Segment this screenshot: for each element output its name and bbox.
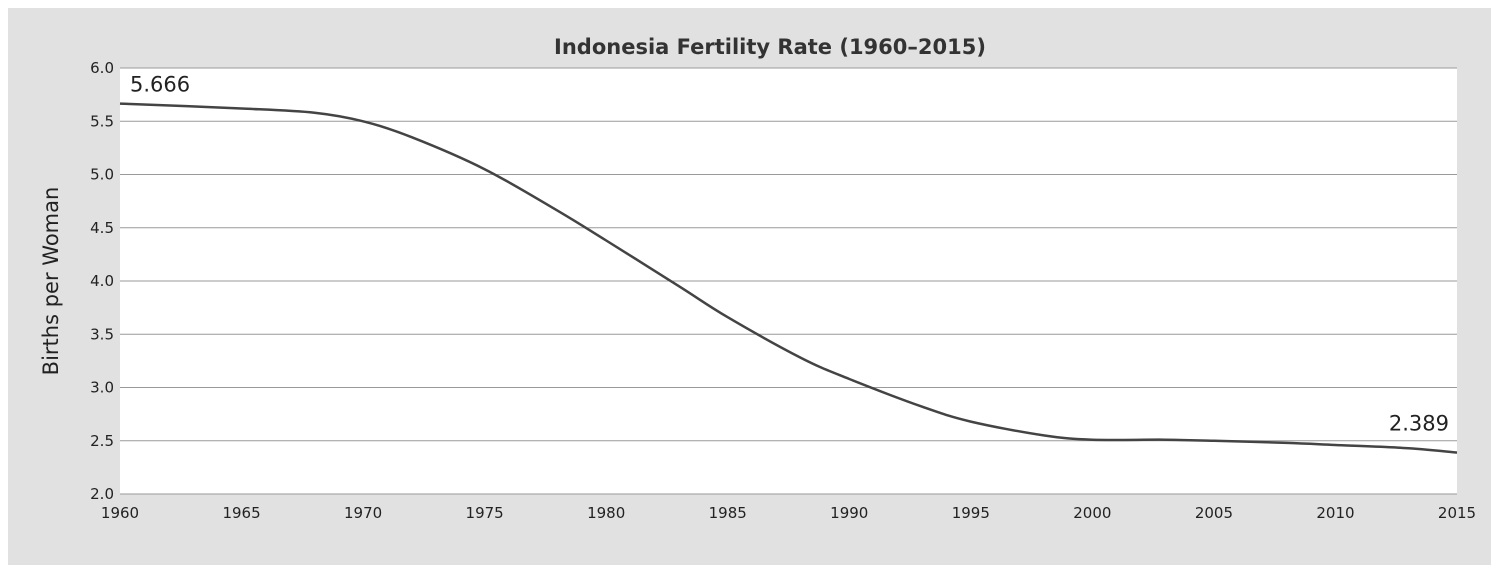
x-tick-label: 1960 [101, 504, 139, 522]
data-labels: 5.666 2.389 [130, 73, 1449, 436]
x-tick-label: 1990 [830, 504, 868, 522]
series-line-fertility-rate [119, 102, 1458, 454]
y-tick-label: 4.0 [90, 272, 114, 290]
line-chart: Indonesia Fertility Rate (1960–2015) 6.0… [39, 35, 1476, 522]
chart-panel: Indonesia Fertility Rate (1960–2015) 6.0… [8, 8, 1491, 565]
y-tick-label: 3.5 [90, 325, 114, 343]
x-tick-label: 1965 [222, 504, 260, 522]
y-axis-label: Births per Woman [39, 187, 63, 376]
y-tick-label: 5.5 [90, 112, 114, 130]
x-tick-label: 1980 [587, 504, 625, 522]
x-tick-label: 1985 [709, 504, 747, 522]
y-tick-label: 2.5 [90, 432, 114, 450]
y-axis-ticks: 6.0 5.5 5.0 4.5 4.0 3.5 3.0 2.5 2.0 [90, 59, 114, 503]
x-tick-label: 1995 [952, 504, 990, 522]
x-tick-label: 2000 [1073, 504, 1111, 522]
data-label: 5.666 [130, 73, 190, 97]
y-tick-label: 6.0 [90, 59, 114, 77]
x-tick-label: 1970 [344, 504, 382, 522]
x-tick-label: 2010 [1316, 504, 1354, 522]
y-tick-label: 5.0 [90, 166, 114, 184]
x-tick-label: 1975 [466, 504, 504, 522]
x-tick-label: 2005 [1195, 504, 1233, 522]
x-tick-label: 2015 [1438, 504, 1476, 522]
y-tick-label: 4.5 [90, 219, 114, 237]
gridlines [120, 67, 1457, 495]
x-axis-ticks: 1960 1965 1970 1975 1980 1985 1990 1995 2000 2005… [101, 504, 1476, 522]
data-label: 2.389 [1389, 412, 1449, 436]
y-tick-label: 3.0 [90, 379, 114, 397]
chart-title: Indonesia Fertility Rate (1960–2015) [554, 35, 986, 59]
y-tick-label: 2.0 [90, 485, 114, 503]
